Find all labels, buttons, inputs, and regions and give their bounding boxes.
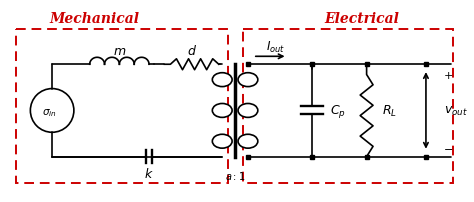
Ellipse shape — [238, 73, 258, 87]
Text: $+$: $+$ — [443, 69, 453, 80]
Text: Mechanical: Mechanical — [50, 12, 140, 25]
Text: $R_L$: $R_L$ — [383, 103, 398, 118]
Text: $m$: $m$ — [113, 45, 126, 58]
Ellipse shape — [212, 135, 232, 148]
Text: $\sigma_{in}$: $\sigma_{in}$ — [42, 107, 56, 119]
Text: $-$: $-$ — [443, 142, 453, 152]
Ellipse shape — [238, 135, 258, 148]
Ellipse shape — [238, 104, 258, 118]
Text: $a:1$: $a:1$ — [225, 169, 245, 181]
Text: $k$: $k$ — [144, 166, 154, 180]
Ellipse shape — [212, 73, 232, 87]
Ellipse shape — [212, 104, 232, 118]
Text: $v_{out}$: $v_{out}$ — [444, 104, 468, 117]
Text: Electrical: Electrical — [324, 12, 399, 25]
Text: $I_{out}$: $I_{out}$ — [265, 40, 285, 55]
Text: $C_p$: $C_p$ — [330, 102, 346, 119]
Text: $d$: $d$ — [187, 44, 197, 58]
